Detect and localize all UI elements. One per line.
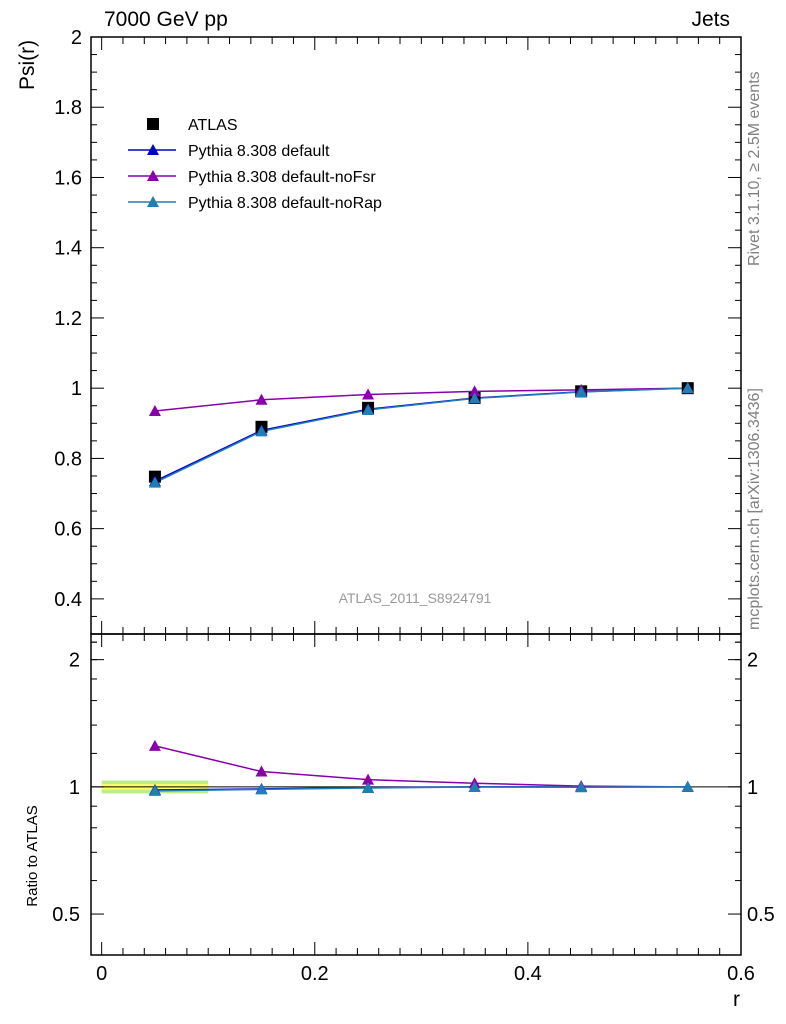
x-tick-label: 0 bbox=[96, 963, 107, 985]
legend-label: ATLAS bbox=[188, 117, 238, 134]
legend-marker bbox=[147, 144, 159, 155]
ratio-point bbox=[362, 781, 375, 793]
mc-point bbox=[468, 392, 481, 404]
ratio-panel: 0.5 0.5 1 1 2 2 0 0.2 0.4 0.6 bbox=[52, 633, 775, 985]
mc-point bbox=[362, 388, 375, 400]
mc-point bbox=[362, 403, 375, 415]
y-tick-label: 1.2 bbox=[54, 308, 82, 330]
legend-marker bbox=[147, 170, 159, 181]
ratio-series-line bbox=[154, 786, 688, 792]
observable-label: Jets bbox=[691, 8, 730, 31]
legend-marker bbox=[147, 118, 159, 130]
y-tick-label: 1.6 bbox=[54, 167, 82, 189]
mc-point bbox=[148, 476, 161, 488]
y-tick-label: 1.4 bbox=[54, 238, 82, 260]
ratio-series-line bbox=[154, 745, 688, 788]
ratio-point bbox=[468, 781, 481, 793]
legend: ATLAS Pythia 8.308 default Pythia 8.308 de… bbox=[128, 117, 382, 212]
legend-label: Pythia 8.308 default-noFsr bbox=[188, 169, 376, 186]
ratio-point bbox=[148, 739, 161, 751]
ratio-y-tick-label-right: 0.5 bbox=[747, 904, 775, 926]
mc-point bbox=[575, 386, 588, 398]
collision-label: 7000 GeV pp bbox=[104, 8, 228, 31]
x-tick-label: 0.2 bbox=[301, 963, 329, 985]
ratio-y-tick-label: 0.5 bbox=[52, 904, 80, 926]
ratio-y-axis-label: Ratio to ATLAS bbox=[24, 805, 41, 906]
legend-marker bbox=[147, 196, 159, 207]
ratio-point bbox=[362, 773, 375, 785]
mc-point bbox=[255, 425, 268, 437]
x-axis-label: r bbox=[733, 988, 740, 1011]
y-tick-label: 1 bbox=[71, 378, 82, 400]
legend-label: Pythia 8.308 default bbox=[188, 143, 330, 160]
ratio-frame bbox=[90, 633, 742, 956]
series-line bbox=[154, 387, 688, 412]
mc-point bbox=[468, 385, 481, 397]
ratio-y-tick-label-right: 2 bbox=[747, 650, 758, 672]
legend-label: Pythia 8.308 default-noRap bbox=[188, 195, 382, 212]
ratio-y-tick-label: 2 bbox=[69, 650, 80, 672]
mc-point bbox=[255, 393, 268, 405]
main-y-axis-label: Psi(r) bbox=[16, 40, 39, 90]
y-tick-label: 1.8 bbox=[54, 97, 82, 119]
mc-point bbox=[148, 405, 161, 417]
ratio-point bbox=[681, 780, 694, 792]
y-tick-label: 0.6 bbox=[54, 519, 82, 541]
ratio-y-tick-label: 1 bbox=[69, 777, 80, 799]
series-line bbox=[154, 387, 688, 484]
analysis-label: ATLAS_2011_S8924791 bbox=[339, 590, 492, 606]
ratio-point bbox=[255, 783, 268, 795]
mc-point bbox=[681, 382, 694, 394]
ratio-y-tick-label-right: 1 bbox=[747, 777, 758, 799]
y-tick-label: 2 bbox=[71, 27, 82, 49]
ratio-point bbox=[255, 765, 268, 777]
ratio-point bbox=[148, 784, 161, 796]
x-tick-label: 0.6 bbox=[727, 963, 755, 985]
y-tick-label: 0.4 bbox=[54, 589, 82, 611]
y-tick-label: 0.8 bbox=[54, 448, 82, 470]
ratio-point bbox=[575, 781, 588, 793]
x-tick-label: 0.4 bbox=[514, 963, 542, 985]
